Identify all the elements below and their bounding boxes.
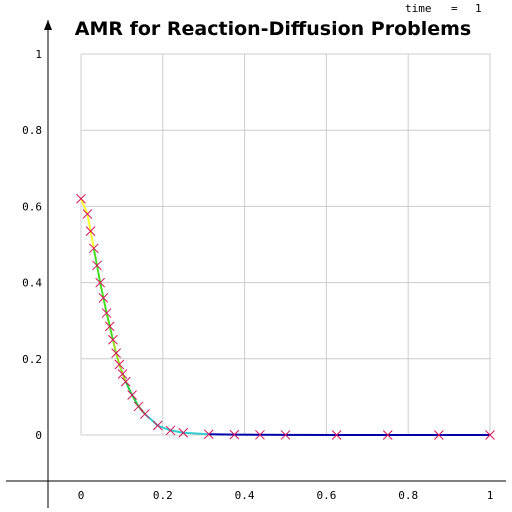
y-tick-label: 0.6	[22, 200, 42, 213]
data-point-marker	[127, 390, 137, 400]
data-markers	[76, 193, 495, 440]
data-point-marker	[82, 209, 93, 219]
data-point-marker	[76, 193, 86, 204]
axes	[6, 20, 506, 508]
y-tick-label: 0	[35, 429, 42, 442]
tick-labels: 0 0.2 0.4 0.6 0.8 1 0 0.2 0.4 0.6 0.8 1	[22, 48, 493, 502]
time-label: time	[405, 2, 432, 15]
data-point-marker	[203, 429, 214, 440]
data-point-marker	[117, 369, 128, 379]
x-tick-label: 1	[487, 489, 494, 502]
y-tick-label: 1	[35, 48, 42, 61]
data-point-marker	[92, 260, 102, 271]
time-equals: =	[451, 2, 458, 15]
series-line	[144, 413, 209, 436]
data-point-marker	[98, 292, 109, 303]
data-point-marker	[85, 226, 96, 237]
y-tick-label: 0.4	[22, 277, 42, 290]
data-point-marker	[111, 348, 121, 358]
data-point-marker	[178, 427, 189, 438]
data-point-marker	[101, 308, 112, 318]
time-value: 1	[475, 2, 482, 15]
grid	[80, 53, 491, 436]
x-tick-label: 0.4	[235, 489, 255, 502]
data-point-marker	[434, 430, 444, 440]
data-point-marker	[104, 321, 115, 332]
x-tick-label: 0.6	[316, 489, 336, 502]
data-point-marker	[140, 409, 150, 419]
y-tick-label: 0.2	[22, 353, 42, 366]
x-tick-label: 0	[78, 489, 85, 502]
data-point-marker	[229, 429, 240, 440]
data-point-marker	[120, 376, 131, 387]
series-lines	[80, 198, 490, 436]
time-readout: time = 1	[405, 2, 482, 15]
data-point-marker	[88, 243, 99, 254]
data-point-marker	[108, 334, 118, 345]
data-point-marker	[382, 430, 393, 440]
y-axis-arrow	[44, 20, 52, 30]
data-point-marker	[114, 359, 125, 370]
data-point-marker	[133, 401, 144, 412]
data-point-marker	[485, 430, 495, 440]
data-point-marker	[255, 429, 265, 440]
data-point-marker	[152, 420, 163, 431]
y-tick-label: 0.8	[22, 124, 42, 137]
data-point-marker	[95, 277, 106, 288]
chart-title: AMR for Reaction-Diffusion Problems	[75, 18, 472, 40]
x-tick-label: 0.2	[153, 489, 173, 502]
data-point-marker	[165, 425, 176, 436]
series-line	[208, 433, 490, 436]
x-tick-label: 0.8	[398, 489, 418, 502]
data-point-marker	[331, 430, 342, 440]
series-line	[80, 198, 95, 249]
data-point-marker	[280, 430, 291, 440]
